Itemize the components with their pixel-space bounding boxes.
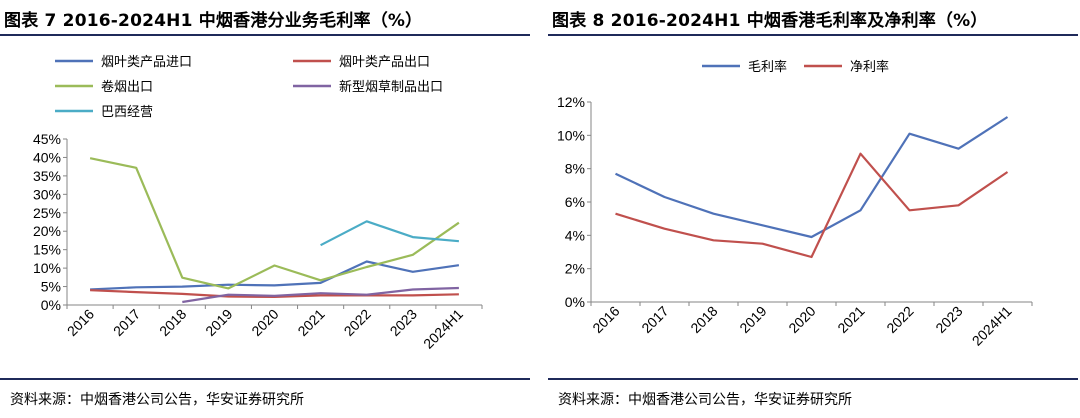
left-chart-title: 图表 7 2016-2024H1 中烟香港分业务毛利率（%） — [4, 11, 423, 31]
left-x-tick-label: 2022 — [340, 306, 373, 339]
right-chart-svg: 0% 2% 4% 6% 8% 10% 12% 2016 2017 2018 2019 2020 2021… — [557, 59, 1033, 349]
left-y-tick-label: 5% — [41, 279, 61, 295]
right-x-tick-label: 2024H1 — [969, 303, 1015, 349]
right-y-tick-label: 10% — [557, 127, 585, 143]
left-x-tick-label: 2017 — [110, 306, 143, 339]
right-series-line-2 — [615, 152, 1009, 259]
left-title-rule — [0, 34, 530, 36]
right-chart-title: 图表 8 2016-2024H1 中烟香港毛利率及净利率（%） — [552, 11, 988, 31]
left-x-tick-label: 2016 — [64, 306, 97, 339]
right-series-line-1 — [615, 116, 1009, 239]
left-chart-panel: 图表 7 2016-2024H1 中烟香港分业务毛利率（%） 0% 5% 10% 15… — [0, 0, 530, 418]
left-x-tick-label: 2020 — [248, 306, 281, 339]
left-x-tick-label: 2019 — [202, 306, 235, 339]
left-y-tick-label: 30% — [33, 186, 61, 202]
right-x-tick-label: 2016 — [589, 303, 622, 336]
left-series-line-1 — [90, 260, 460, 291]
right-legend-label-1: 毛利率 — [748, 59, 787, 75]
left-legend-label-2: 烟叶类产品出口 — [339, 55, 430, 70]
right-x-tick-label: 2020 — [785, 303, 818, 336]
right-x-tick-label: 2017 — [638, 303, 671, 336]
right-y-tick-label: 2% — [565, 261, 585, 277]
right-title-rule — [548, 34, 1078, 36]
left-y-tick-label: 0% — [41, 297, 61, 313]
right-y-tick-label: 6% — [565, 194, 585, 210]
right-legend-label-2: 净利率 — [850, 59, 889, 75]
left-x-tick-label: 2023 — [387, 306, 420, 339]
left-y-tick-label: 35% — [33, 168, 61, 184]
right-x-tick-label: 2022 — [883, 303, 916, 336]
right-y-tick-label: 12% — [557, 94, 585, 110]
right-source-rule — [548, 378, 1078, 380]
left-y-tick-label: 10% — [33, 260, 61, 276]
left-y-tick-label: 20% — [33, 223, 61, 239]
right-x-tick-label: 2018 — [687, 303, 720, 336]
left-y-tick-label: 40% — [33, 149, 61, 165]
left-x-tick-label: 2024H1 — [420, 306, 466, 352]
left-legend-label-4: 新型烟草制品出口 — [339, 79, 443, 95]
left-chart-svg: 0% 5% 10% 15% 20% 25% 30% 35% 40% 45% 2016 2017 2018… — [33, 55, 483, 352]
right-y-tick-label: 8% — [565, 161, 585, 177]
left-y-tick-label: 15% — [33, 242, 61, 258]
right-source-note: 资料来源：中烟香港公司公告，华安证券研究所 — [558, 392, 852, 408]
left-legend-label-1: 烟叶类产品进口 — [101, 55, 192, 70]
left-series-line-3 — [89, 157, 460, 290]
left-source-note: 资料来源：中烟香港公司公告，华安证券研究所 — [10, 392, 304, 408]
right-chart-panel: 图表 8 2016-2024H1 中烟香港毛利率及净利率（%） 0% 2% 4% 6%… — [548, 0, 1078, 418]
left-legend-label-5: 巴西经营 — [101, 105, 153, 120]
left-legend-label-3: 卷烟出口 — [101, 79, 153, 95]
right-x-tick-label: 2023 — [932, 303, 965, 336]
left-y-tick-label: 25% — [33, 205, 61, 221]
right-y-tick-label: 4% — [565, 227, 585, 243]
right-x-tick-label: 2021 — [834, 303, 867, 336]
left-series-line-4 — [182, 286, 459, 304]
left-x-tick-label: 2021 — [294, 306, 327, 339]
right-y-tick-label: 0% — [565, 294, 585, 310]
left-series-line-5 — [320, 220, 459, 247]
left-x-tick-label: 2018 — [156, 306, 189, 339]
right-x-tick-label: 2019 — [736, 303, 769, 336]
left-y-tick-label: 45% — [33, 131, 61, 147]
left-source-rule — [0, 378, 530, 380]
